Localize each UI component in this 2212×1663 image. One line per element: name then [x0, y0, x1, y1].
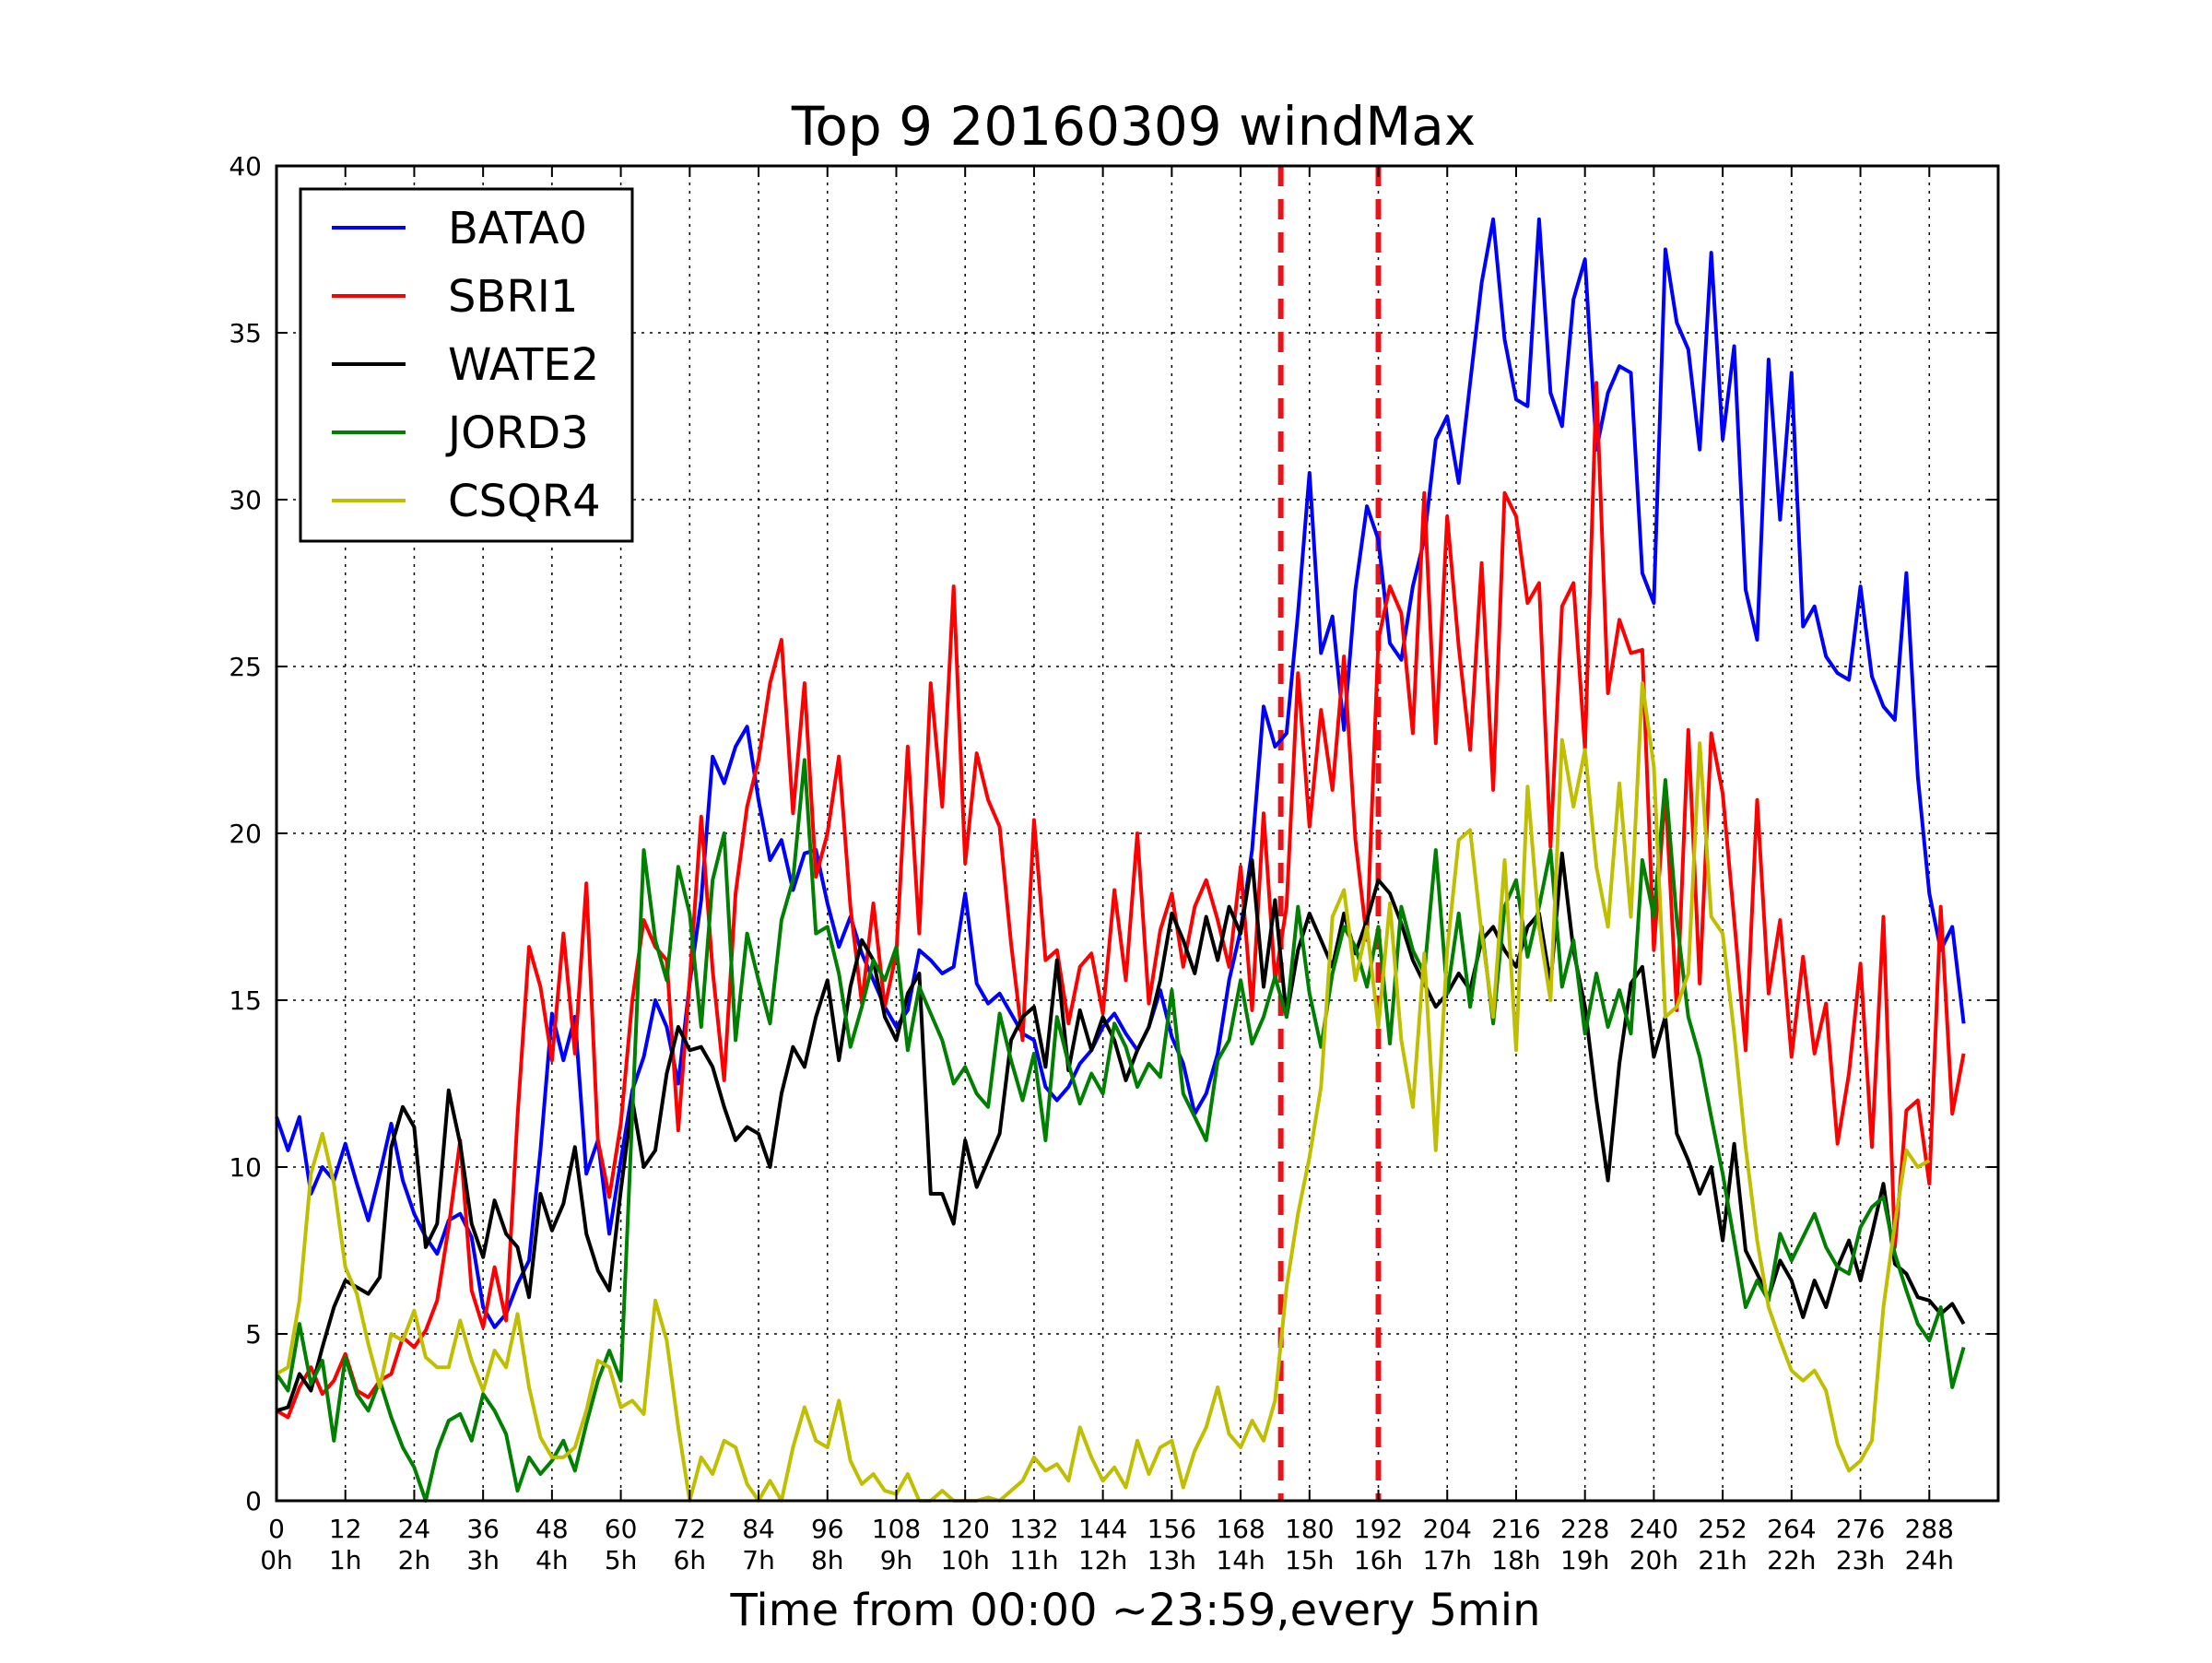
- y-tick-label: 40: [229, 151, 262, 182]
- x-tick-label: 132: [1009, 1514, 1058, 1544]
- legend: BATA0 SBRI1 WATE2 JORD3 CSQR4: [299, 187, 634, 543]
- series-line-bata0: [275, 217, 1966, 1329]
- legend-label-jord3: JORD3: [445, 407, 589, 459]
- x-tick-label: 84: [742, 1514, 775, 1544]
- x-tick-label: 120: [940, 1514, 989, 1544]
- x-tick-label-hours: 11h: [1009, 1545, 1058, 1575]
- series-line-jord3: [275, 758, 1966, 1503]
- y-tick-label: 30: [229, 485, 262, 515]
- x-tick-label: 24: [398, 1514, 431, 1544]
- x-tick-label: 36: [466, 1514, 500, 1544]
- x-tick-label-hours: 19h: [1560, 1545, 1609, 1575]
- x-tick-label-hours: 15h: [1285, 1545, 1334, 1575]
- x-tick-label-hours: 18h: [1491, 1545, 1540, 1575]
- x-tick-label-hours: 7h: [742, 1545, 775, 1575]
- vertical-markers: [1277, 166, 1382, 1501]
- x-tick-label-hours: 1h: [329, 1545, 362, 1575]
- x-tick-label: 156: [1147, 1514, 1196, 1544]
- x-tick-label: 72: [673, 1514, 706, 1544]
- x-tick-label: 276: [1836, 1514, 1885, 1544]
- x-tick-label: 288: [1905, 1514, 1954, 1544]
- series-line-csqr4: [276, 681, 1931, 1503]
- x-tick-label-hours: 4h: [535, 1545, 569, 1575]
- x-tick-label-hours: 22h: [1767, 1545, 1816, 1575]
- series-line-sbri1: [276, 381, 1966, 1420]
- chart-title: Top 9 20160309 windMax: [791, 95, 1476, 158]
- legend-label-sbri1: SBRI1: [448, 271, 578, 323]
- x-tick-label: 180: [1285, 1514, 1334, 1544]
- x-tick-label: 204: [1423, 1514, 1472, 1544]
- x-tick-label-hours: 6h: [674, 1545, 707, 1575]
- y-tick-label: 10: [229, 1152, 262, 1183]
- x-tick-label-hours: 24h: [1905, 1545, 1954, 1575]
- x-tick-label: 240: [1630, 1514, 1678, 1544]
- x-tick-label-hours: 9h: [880, 1545, 913, 1575]
- x-tick-label: 60: [605, 1514, 638, 1544]
- y-tick-label: 25: [229, 652, 262, 682]
- x-tick-label-hours: 10h: [941, 1545, 990, 1575]
- x-tick-label: 228: [1560, 1514, 1609, 1544]
- x-tick-label: 0: [268, 1514, 285, 1544]
- x-tick-label: 252: [1698, 1514, 1747, 1544]
- legend-label-bata0: BATA0: [448, 203, 587, 254]
- y-tick-label: 20: [229, 819, 262, 849]
- legend-label-wate2: WATE2: [448, 339, 599, 391]
- x-tick-label-hours: 5h: [605, 1545, 638, 1575]
- x-tick-label: 144: [1078, 1514, 1127, 1544]
- y-tick-label: 35: [229, 318, 262, 348]
- x-tick-label-hours: 8h: [811, 1545, 844, 1575]
- plot-series: [275, 217, 1966, 1503]
- x-tick-label-hours: 21h: [1698, 1545, 1747, 1575]
- x-axis-label: Time from 00:00 ~23:59,every 5min: [730, 1585, 1541, 1636]
- x-tick-label: 168: [1216, 1514, 1265, 1544]
- x-tick-label-hours: 0h: [260, 1545, 293, 1575]
- axes: 00h121h242h363h484h605h726h847h968h1089h…: [229, 151, 1998, 1575]
- series-line-wate2: [276, 851, 1966, 1413]
- x-tick-label-hours: 23h: [1836, 1545, 1885, 1575]
- x-tick-label: 12: [329, 1514, 362, 1544]
- x-tick-label: 216: [1491, 1514, 1540, 1544]
- x-tick-label-hours: 17h: [1423, 1545, 1472, 1575]
- x-tick-label-hours: 20h: [1630, 1545, 1678, 1575]
- y-tick-label: 0: [245, 1486, 262, 1516]
- x-tick-label: 192: [1354, 1514, 1403, 1544]
- x-tick-label-hours: 2h: [398, 1545, 431, 1575]
- x-tick-label: 96: [811, 1514, 844, 1544]
- y-tick-label: 5: [245, 1319, 262, 1350]
- x-tick-label-hours: 3h: [466, 1545, 500, 1575]
- legend-label-csqr4: CSQR4: [448, 476, 601, 527]
- x-tick-label-hours: 12h: [1078, 1545, 1127, 1575]
- x-tick-label: 108: [872, 1514, 921, 1544]
- y-tick-label: 15: [229, 985, 262, 1016]
- x-tick-label-hours: 14h: [1216, 1545, 1265, 1575]
- x-tick-label: 264: [1767, 1514, 1816, 1544]
- x-tick-label-hours: 16h: [1354, 1545, 1403, 1575]
- x-tick-label: 48: [535, 1514, 569, 1544]
- x-tick-label-hours: 13h: [1147, 1545, 1196, 1575]
